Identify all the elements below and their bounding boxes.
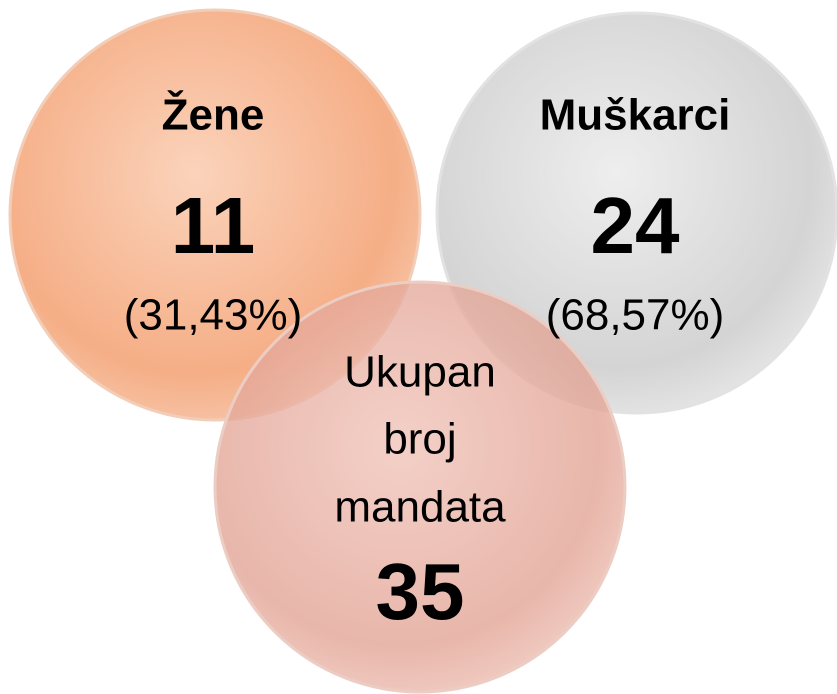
node-label: Žene (162, 90, 265, 140)
node-label-line: mandata (334, 483, 506, 532)
node-label-line: Ukupan (344, 348, 496, 397)
node-count: 11 (171, 181, 256, 270)
node-count: 24 (591, 181, 680, 270)
node-share: (68,57%) (546, 291, 725, 340)
circle-men (435, 11, 837, 415)
node-count: 35 (376, 547, 465, 636)
circle-total (213, 280, 627, 694)
node-label: Muškarci (540, 91, 731, 140)
node-share: (31,43%) (124, 291, 303, 340)
node-label-line: broj (383, 415, 456, 464)
